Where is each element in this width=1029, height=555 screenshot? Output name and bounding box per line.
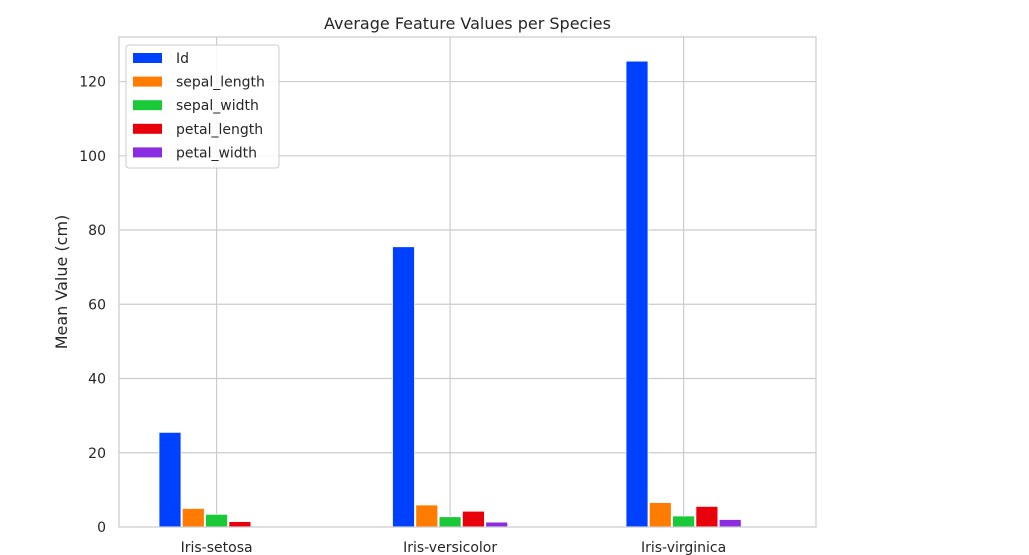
bar-petal_length-Iris-setosa (228, 521, 252, 528)
x-tick-label: Iris-versicolor (403, 540, 497, 555)
bar-petal_length-Iris-virginica (695, 505, 719, 528)
y-tick-label: 20 (88, 446, 106, 462)
bar-petal_width-Iris-virginica (718, 519, 742, 528)
legend: Id sepal_length sepal_width petal_lengthpet… (125, 44, 280, 169)
y-tick-label: 100 (79, 149, 106, 165)
chart-title: Average Feature Values per Species (324, 14, 611, 33)
y-tick-label: 80 (88, 223, 106, 239)
bar-sepal_length-Iris-setosa (181, 508, 205, 528)
legend-box (125, 44, 280, 169)
bar-Id-Iris-virginica (625, 60, 649, 528)
bars (158, 60, 742, 528)
bar-Id-Iris-setosa (158, 431, 182, 528)
bar-sepal_length-Iris-virginica (648, 502, 672, 528)
x-tick-label: Iris-virginica (641, 540, 726, 555)
legend-label-sepal_width: sepal_width (176, 98, 259, 114)
legend-swatch-Id (133, 53, 162, 63)
bar-sepal_width-Iris-virginica (672, 515, 695, 528)
legend-swatch-sepal_length (133, 76, 162, 87)
legend-items: Id sepal_length sepal_width petal_lengthpet… (133, 51, 265, 161)
axis-ticks: 0 20 40 60 80 100 120 Iris-setosa Iris-versicolo… (79, 75, 726, 555)
bar-petal_length-Iris-versicolor (461, 510, 485, 528)
legend-label-sepal_length: sepal_length (176, 75, 265, 91)
plot-frame (118, 36, 817, 528)
y-tick-label: 120 (79, 75, 106, 91)
y-axis-label: Mean Value (cm) (52, 215, 71, 350)
legend-label-Id: Id (176, 51, 189, 67)
bar-sepal_width-Iris-setosa (205, 513, 229, 528)
bar-Id-Iris-versicolor (392, 246, 415, 528)
x-tick-label: Iris-setosa (181, 540, 253, 555)
y-tick-label: 40 (88, 372, 106, 388)
legend-label-petal_width: petal_width (176, 145, 257, 161)
bar-petal_width-Iris-versicolor (485, 521, 509, 528)
legend-swatch-petal_width (133, 147, 162, 158)
legend-label-petal_length: petal_length (176, 122, 263, 138)
y-tick-label: 0 (97, 520, 106, 536)
legend-swatch-petal_length (133, 123, 162, 134)
legend-swatch-sepal_width (133, 100, 162, 111)
y-tick-label: 60 (88, 297, 106, 313)
bar-sepal_width-Iris-versicolor (438, 516, 462, 528)
bar-sepal_length-Iris-versicolor (415, 504, 439, 528)
